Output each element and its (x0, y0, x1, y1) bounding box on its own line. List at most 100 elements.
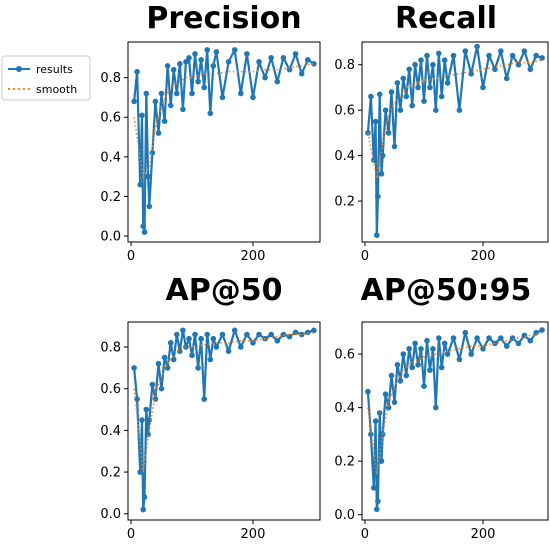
results-point (305, 329, 311, 336)
results-point (374, 506, 380, 513)
results-point (462, 329, 469, 336)
results-point (430, 61, 436, 68)
results-point (139, 417, 145, 423)
results-point (161, 354, 168, 361)
results-point (161, 118, 168, 124)
results-point (146, 417, 153, 423)
ap50-95-x-ticks: 0 200 (361, 520, 495, 542)
results-point (155, 360, 162, 367)
results-point (385, 130, 392, 136)
results-point (509, 52, 516, 59)
smooth-series-line (367, 59, 543, 179)
results-point (180, 106, 186, 113)
y-tick-label: 0.4 (100, 150, 121, 165)
results-point (274, 338, 281, 344)
results-point (262, 74, 268, 81)
results-point (280, 55, 287, 61)
results-point (498, 48, 504, 54)
results-point (456, 107, 463, 113)
results-point (186, 335, 192, 342)
results-point (250, 94, 256, 101)
results-point (192, 51, 198, 57)
x-tick-label: 200 (241, 249, 266, 264)
y-tick-label: 0.2 (100, 190, 121, 205)
legend-smooth-label: smooth (36, 83, 77, 96)
results-point (527, 66, 534, 73)
results-point (527, 337, 534, 344)
results-point (382, 391, 389, 398)
results-point (225, 348, 232, 355)
results-point (418, 346, 424, 352)
results-point (427, 84, 433, 91)
results-point (412, 340, 418, 347)
ap50-plot-area (131, 327, 317, 513)
results-point (174, 331, 180, 338)
results-point (388, 372, 395, 379)
results-point (365, 388, 371, 395)
results-point (382, 107, 389, 113)
results-point (415, 84, 421, 91)
results-point (146, 203, 153, 210)
precision-title: Precision (146, 1, 301, 36)
results-point (375, 498, 381, 505)
results-point (421, 383, 427, 390)
results-point (137, 469, 143, 475)
y-tick-label: 0.6 (334, 104, 355, 119)
ap50-y-ticks: 0.0 0.2 0.4 0.6 0.8 (100, 341, 128, 522)
results-point (256, 59, 262, 65)
results-point (131, 365, 137, 371)
ap50-x-ticks: 0 200 (127, 520, 265, 542)
results-point (436, 335, 442, 341)
results-point (515, 340, 522, 347)
results-point (231, 47, 238, 53)
results-point (444, 351, 451, 357)
results-point (372, 418, 379, 424)
results-point (140, 506, 146, 513)
results-point (292, 51, 299, 57)
results-point (427, 367, 433, 374)
results-point (372, 118, 379, 125)
results-point (388, 89, 395, 95)
results-point (134, 68, 140, 75)
results-point (456, 356, 463, 363)
results-point (533, 52, 539, 59)
results-point (444, 80, 451, 86)
results-point (433, 404, 439, 411)
results-point (480, 84, 486, 91)
x-tick-label: 200 (471, 249, 496, 264)
precision-panel: Precision 0 200 0.0 0.2 0.4 0.6 0.8 (100, 1, 321, 264)
results-point (421, 98, 427, 104)
results-point (438, 364, 445, 371)
results-point (394, 80, 401, 86)
results-point (210, 335, 217, 342)
ap50-95-y-ticks: 0.0 0.2 0.4 0.6 (334, 348, 362, 523)
results-point (164, 63, 171, 69)
results-point (192, 331, 198, 338)
results-point (403, 372, 410, 379)
results-point (137, 181, 143, 188)
y-tick-label: 0.6 (100, 382, 121, 397)
results-point (207, 356, 214, 363)
results-point (311, 61, 317, 67)
ap50-95-axes-frame (361, 321, 549, 521)
results-point (170, 356, 177, 363)
results-point (433, 107, 439, 113)
results-point (286, 333, 293, 340)
results-point (424, 52, 430, 59)
ap50-title: AP@50 (166, 273, 283, 308)
results-point (198, 335, 204, 342)
results-point (204, 47, 210, 53)
results-point (213, 344, 220, 350)
results-point (139, 112, 145, 119)
results-point (149, 150, 156, 156)
results-point (219, 331, 226, 338)
results-point (450, 335, 457, 341)
results-point (183, 59, 189, 65)
x-tick-label: 0 (361, 527, 369, 542)
results-point (397, 107, 404, 113)
results-point (400, 75, 407, 82)
results-point (274, 78, 281, 85)
results-point (145, 173, 151, 180)
results-point (268, 55, 275, 61)
